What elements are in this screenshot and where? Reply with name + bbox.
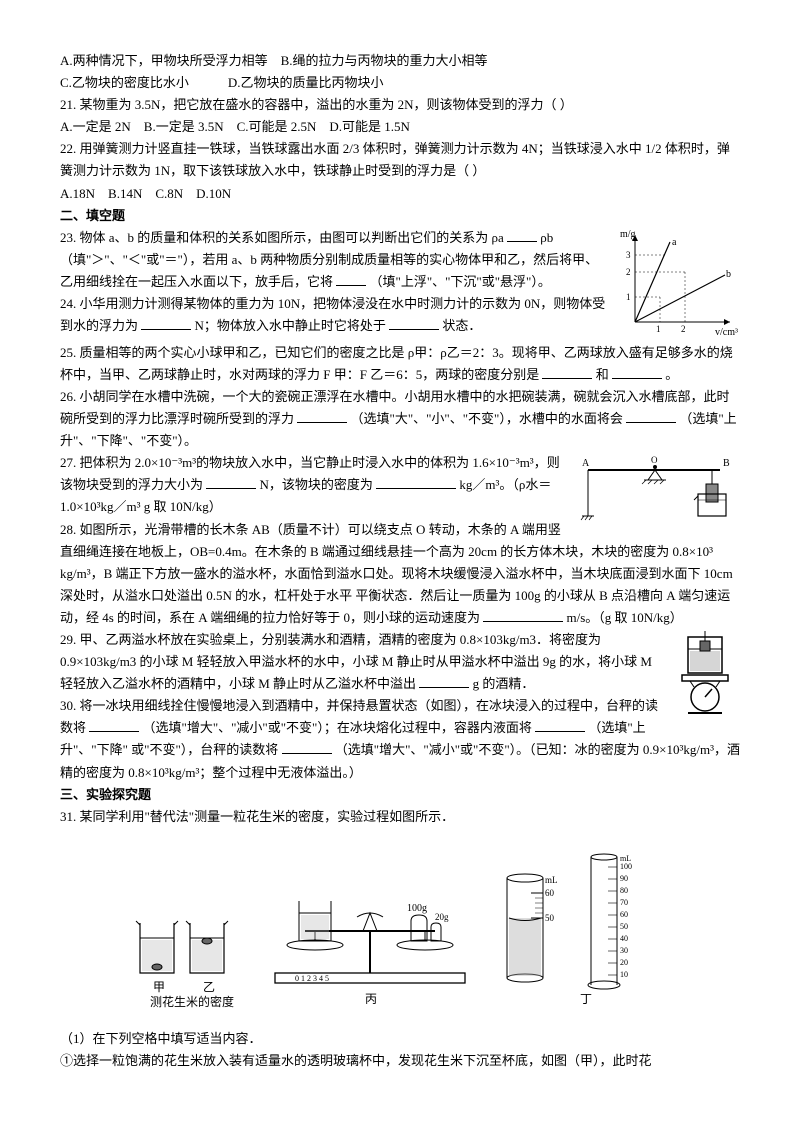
svg-text:1: 1 [656,324,661,334]
svg-text:2: 2 [681,324,686,334]
q24-blank1[interactable] [141,315,191,330]
svg-text:60: 60 [545,888,555,898]
q27-part2: N，该物块的密度为 [260,477,373,492]
svg-text:20g: 20g [435,912,449,922]
svg-text:甲: 甲 [153,980,165,994]
graph-line-b: b [726,269,731,280]
q24-part3: 状态． [442,318,481,333]
svg-text:3: 3 [626,250,631,260]
svg-text:70: 70 [620,898,628,907]
q20-optB: B.绳的拉力与丙物块的重力大小相等 [281,53,488,68]
q27-blank2[interactable] [376,474,456,489]
q21-optD: D.可能是 1.5N [329,119,410,134]
q30: 30. 将一冰块用细线拴住慢慢地浸入到酒精中，并保持悬置状态（如图），在冰块浸入… [60,695,740,783]
q20-options: A.两种情况下，甲物块所受浮力相等 B.绳的拉力与丙物块的重力大小相等 [60,50,740,72]
svg-text:40: 40 [620,934,628,943]
svg-text:测花生米的密度: 测花生米的密度 [150,994,234,1009]
q25-part2: 和 [596,367,609,382]
svg-text:90: 90 [620,874,628,883]
q23-part3: （填"上浮"、"下沉"或"悬浮"）。 [370,274,551,289]
section3-title: 三、实验探究题 [60,784,740,806]
q31-sub1: （1）在下列空格中填写适当内容． [60,1028,740,1050]
q31-sub1-1: ①选择一粒饱满的花生米放入装有适量水的透明玻璃杯中，发现花生米下沉至杯底，如图（… [60,1050,740,1072]
q21-optB: B.一定是 3.5N [144,119,224,134]
graph-ylabel: m/g [620,229,636,240]
q21-stem: 21. 某物重为 3.5N，把它放在盛水的容器中，溢出的水重为 2N，则该物体受… [60,94,740,116]
q30-part2: （选填"增大"、"减小"或"不变"）；在冰块熔化过程中，容器内液面将 [143,720,532,735]
q20-optD: D.乙物块的质量比丙物块小 [228,75,384,90]
experiment-figure: 甲 乙 测花生米的密度 0 1 2 3 4 5 [60,843,740,1013]
svg-text:80: 80 [620,886,628,895]
svg-text:丙: 丙 [365,992,377,1006]
svg-text:50: 50 [545,913,555,923]
graph-xlabel: v/cm³ [715,327,738,337]
q29-blank1[interactable] [419,673,469,688]
q28: 28. 如图所示，光滑带槽的长木条 AB（质量不计）可以绕支点 O 转动，木条的… [60,519,740,629]
q21-options: A.一定是 2N B.一定是 3.5N C.可能是 2.5N D.可能是 1.5… [60,116,740,138]
svg-text:20: 20 [620,958,628,967]
q24-part2: N；物体放入水中静止时它将处于 [195,318,386,333]
q20-options2: C.乙物块的密度比水小 D.乙物块的质量比丙物块小 [60,72,740,94]
q22-optA: A.18N [60,186,95,201]
q23-blank1[interactable] [507,227,537,242]
q29: 29. 甲、乙两溢水杯放在实验桌上，分别装满水和酒精，酒精的密度为 0.8×10… [60,629,740,695]
q26-part2: （选填"大"、"小"、"不变"），水槽中的水面将会 [351,411,623,426]
svg-text:100g: 100g [407,903,427,914]
q30-blank1[interactable] [89,717,139,732]
q27-blank1[interactable] [206,474,256,489]
q22-optC: C.8N [155,186,183,201]
svg-text:B: B [723,458,730,469]
q22-stem: 22. 用弹簧测力计竖直挂一铁球，当铁球露出水面 2/3 体积时，弹簧测力计示数… [60,138,740,182]
svg-text:乙: 乙 [203,980,215,994]
svg-text:30: 30 [620,946,628,955]
q20-optA: A.两种情况下，甲物块所受浮力相等 [60,53,268,68]
q25: 25. 质量相等的两个实心小球甲和乙，已知它们的密度之比是 ρ甲：ρ乙＝2：3。… [60,342,740,386]
q22-optB: B.14N [108,186,142,201]
q23-part1: 23. 物体 a、b 的质量和体积的关系如图所示，由图可以判断出它们的关系为 ρ… [60,230,504,245]
q25-part3: 。 [665,367,678,382]
q22-optD: D.10N [196,186,231,201]
scale-beaker-figure [670,629,740,719]
q28-part2: m/s。（g 取 10N/kg） [566,610,682,625]
svg-text:丁: 丁 [580,992,592,1006]
q25-blank2[interactable] [612,364,662,379]
svg-text:50: 50 [620,922,628,931]
svg-text:0 1 2 3 4 5: 0 1 2 3 4 5 [295,974,329,983]
q26: 26. 小胡同学在水槽中洗碗，一个大的瓷碗正漂浮在水槽中。小胡用水槽中的水把碗装… [60,386,740,452]
q26-blank2[interactable] [626,408,676,423]
svg-text:A: A [582,458,590,469]
svg-text:mL: mL [545,875,558,885]
svg-text:O: O [651,455,658,465]
q28-blank1[interactable] [483,607,563,622]
q29-part1: 29. 甲、乙两溢水杯放在实验桌上，分别装满水和酒精，酒精的密度为 0.8×10… [60,632,652,691]
q26-blank1[interactable] [297,408,347,423]
svg-text:10: 10 [620,970,628,979]
svg-text:100: 100 [620,862,632,871]
section2-title: 二、填空题 [60,205,740,227]
q29-part2: g 的酒精． [473,676,535,691]
q23-blank2[interactable] [336,271,366,286]
svg-text:1: 1 [626,292,631,302]
lever-figure: A B O [580,452,740,522]
q30-blank3[interactable] [282,739,332,754]
q21-optA: A.一定是 2N [60,119,131,134]
q31-stem: 31. 某同学利用"替代法"测量一粒花生米的密度，实验过程如图所示． [60,806,740,828]
svg-text:2: 2 [626,267,631,277]
svg-text:60: 60 [620,910,628,919]
q20-optC: C.乙物块的密度比水小 [60,75,189,90]
q25-blank1[interactable] [542,364,592,379]
q30-blank2[interactable] [535,717,585,732]
q24-blank2[interactable] [389,315,439,330]
q22-options: A.18N B.14N C.8N D.10N [60,183,740,205]
graph-line-a: a [672,237,677,248]
mass-volume-graph: m/g v/cm³ a b 1 2 3 1 2 [620,227,740,337]
q21-optC: C.可能是 2.5N [237,119,317,134]
